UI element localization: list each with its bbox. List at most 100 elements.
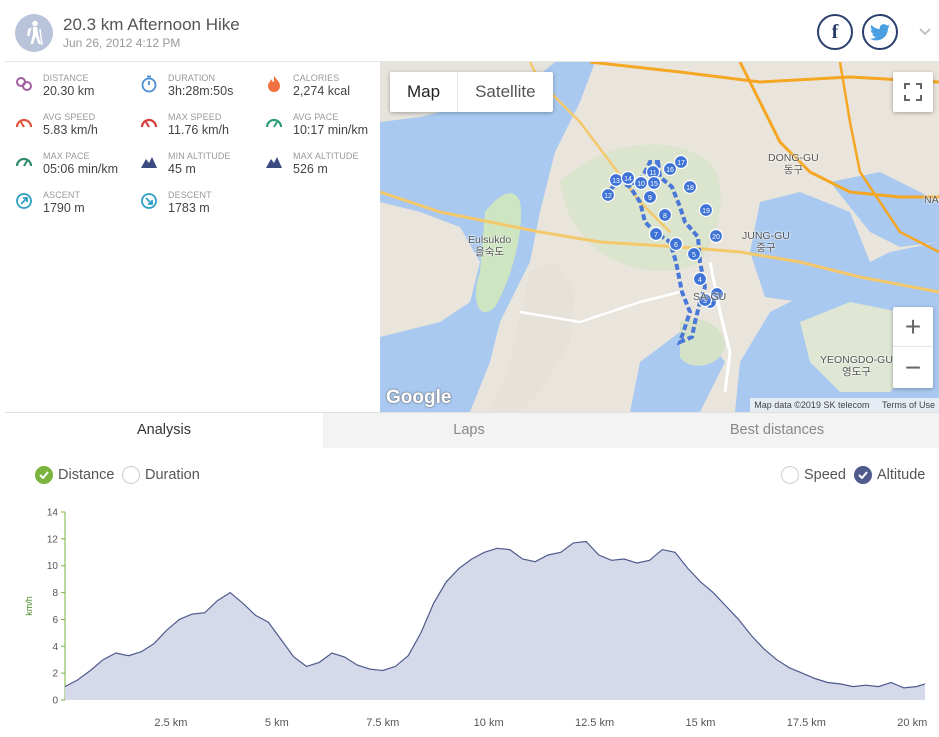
stat-descent: DESCENT 1783 m (130, 179, 255, 215)
route-marker[interactable]: 3 (697, 292, 713, 308)
analysis-tabs: Analysis Laps Best distances (5, 412, 939, 448)
stat-value: 11.76 km/h (168, 123, 229, 137)
route-marker[interactable]: 18 (682, 179, 698, 195)
map-canvas[interactable]: 1234567891011121314151617181920 (380, 62, 939, 412)
x-tick-label: 2.5 km (154, 717, 187, 729)
x-tick-label: 17.5 km (787, 717, 826, 729)
route-marker[interactable]: 13 (608, 172, 624, 188)
route-marker[interactable]: 20 (708, 228, 724, 244)
stat-avg-speed: AVG SPEED 5.83 km/h (5, 101, 130, 137)
zoom-out-button[interactable]: − (904, 352, 922, 383)
route-marker-label: 11 (649, 170, 656, 177)
route-marker-label: 17 (677, 160, 685, 167)
stat-value: 45 m (168, 162, 196, 176)
y-tick-label: 8 (52, 588, 58, 599)
route-marker[interactable]: 7 (648, 226, 664, 242)
route-marker[interactable]: 12 (600, 187, 616, 203)
stat-label: MIN ALTITUDE (168, 151, 231, 161)
stat-label: AVG PACE (293, 112, 339, 122)
flame-icon (265, 75, 283, 93)
y-tick-label: 0 (52, 696, 58, 707)
stats-panel: DISTANCE 20.30 km DURATION 3h:28m:50s CALORI… (5, 62, 380, 412)
altitude-toggle[interactable]: Altitude (854, 466, 925, 484)
route-marker-label: 1 (715, 292, 719, 299)
speedometer-icon (140, 114, 158, 132)
map-type-map-button[interactable]: Map (390, 72, 459, 112)
route-marker[interactable]: 16 (662, 161, 678, 177)
route-marker[interactable]: 19 (698, 202, 714, 218)
analysis-panel: Distance Duration Speed Altitude 0 2 4 6 8 10… (5, 448, 939, 737)
stat-value: 05:06 min/km (43, 162, 119, 176)
route-marker-label: 14 (624, 176, 632, 183)
stat-label: ASCENT (43, 190, 81, 200)
route-markers: 1234567891011121314151617181920 (600, 154, 725, 310)
chevron-down-icon[interactable] (917, 23, 933, 39)
stat-duration: DURATION 3h:28m:50s (130, 62, 255, 98)
pace-gauge-icon (15, 153, 33, 171)
speed-toggle-label: Speed (804, 467, 846, 483)
map-type-satellite-button[interactable]: Satellite (475, 82, 536, 101)
route-marker[interactable]: 17 (673, 154, 689, 170)
route-marker[interactable]: 6 (668, 236, 684, 252)
fullscreen-icon (904, 83, 922, 101)
google-logo: Google (386, 387, 452, 408)
map-label-yeongdo-gu: YEONGDO-GU 영도구 (820, 354, 893, 378)
route-marker-label: 9 (648, 195, 652, 202)
stat-label: MAX PACE (43, 151, 90, 161)
fullscreen-button[interactable] (893, 72, 933, 112)
stat-value: 10:17 min/km (293, 123, 369, 137)
map-label-dong-gu: DONG-GU 동구 (768, 152, 819, 176)
route-marker[interactable]: 14 (620, 170, 636, 186)
stat-min-altitude: MIN ALTITUDE 45 m (130, 140, 255, 176)
map-type-control: Map Satellite (390, 72, 553, 112)
speed-toggle[interactable]: Speed (781, 466, 846, 484)
y-tick-label: 4 (52, 642, 58, 653)
route-marker[interactable]: 8 (657, 207, 673, 223)
route-marker[interactable]: 5 (686, 246, 702, 262)
y-tick-label: 6 (52, 615, 58, 626)
stat-value: 5.83 km/h (43, 123, 98, 137)
y-tick-label: 14 (47, 508, 59, 519)
route-marker-label: 16 (666, 167, 674, 174)
map-label-sa-gu: SA-GU (693, 291, 727, 303)
stat-value: 1783 m (168, 201, 210, 215)
tab-laps[interactable]: Laps (453, 422, 485, 438)
checkmark-icon (854, 466, 872, 484)
route-marker-label: 18 (686, 185, 694, 192)
y-tick-label: 2 (52, 669, 58, 680)
distance-pin-icon (15, 75, 33, 93)
distance-toggle[interactable]: Distance (35, 466, 114, 484)
terms-of-use-link[interactable]: Terms of Use (881, 400, 935, 410)
stat-label: DISTANCE (43, 73, 89, 83)
mountain-icon (140, 153, 158, 171)
mountain-icon (265, 153, 283, 171)
route-marker[interactable]: 10 (633, 175, 649, 191)
route-marker-label: 5 (692, 252, 696, 259)
twitter-share-button[interactable] (862, 14, 898, 50)
activity-date: Jun 26, 2012 4:12 PM (63, 36, 181, 50)
route-marker[interactable]: 9 (642, 189, 658, 205)
stat-max-pace: MAX PACE 05:06 min/km (5, 140, 130, 176)
route-marker-label: 19 (702, 208, 710, 215)
y-tick-label: 12 (47, 534, 59, 545)
route-marker-label: 6 (674, 242, 678, 249)
activity-title: 20.3 km Afternoon Hike (63, 15, 240, 34)
tab-analysis[interactable]: Analysis (5, 413, 323, 448)
y-axis-label: km/h (24, 596, 34, 616)
stat-calories: CALORIES 2,274 kcal (255, 62, 380, 98)
route-marker[interactable]: 15 (646, 175, 662, 191)
facebook-share-button[interactable]: f (817, 14, 853, 50)
speedometer-icon (15, 114, 33, 132)
route-marker-label: 20 (712, 234, 720, 241)
x-tick-label: 12.5 km (575, 717, 614, 729)
zoom-in-button[interactable]: + (893, 307, 933, 347)
stat-max-altitude: MAX ALTITUDE 526 m (255, 140, 380, 176)
tab-best-distances[interactable]: Best distances (729, 422, 825, 438)
stat-distance: DISTANCE 20.30 km (5, 62, 130, 98)
route-map[interactable]: 1234567891011121314151617181920 DONG-GU동… (380, 62, 939, 412)
zoom-control: + − (893, 307, 933, 388)
altitude-chart[interactable]: 0 2 4 6 8 10 12 14 km/h 2.5 km 5 km 7.5 km 10 km 12.5… (5, 500, 939, 737)
y-tick-label: 10 (47, 561, 59, 572)
duration-toggle[interactable]: Duration (122, 466, 200, 484)
route-marker[interactable]: 4 (692, 271, 708, 287)
